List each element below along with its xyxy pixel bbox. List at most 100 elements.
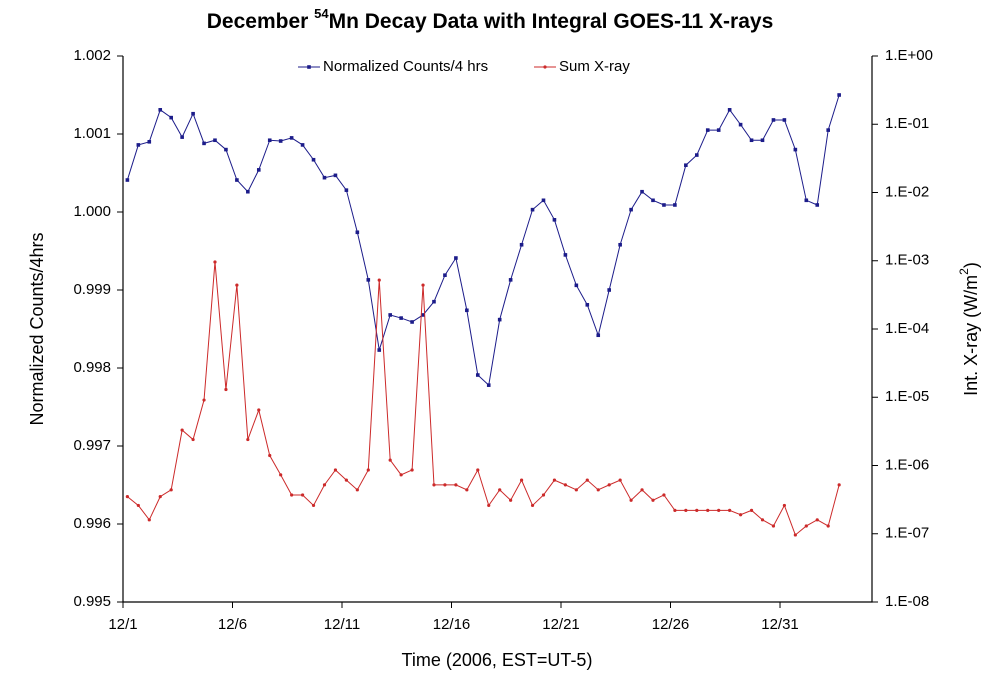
data-point: [694, 153, 699, 157]
data-point: [213, 138, 217, 143]
data-point: [421, 313, 425, 317]
data-point: [509, 498, 513, 502]
data-point: [815, 518, 819, 522]
legend-marker: [543, 65, 547, 69]
title-superscript: 54: [314, 6, 329, 21]
data-point: [256, 168, 261, 172]
data-point: [366, 278, 371, 282]
data-point: [716, 128, 721, 132]
chart-title: December 54Mn Decay Data with Integral G…: [207, 6, 774, 32]
x-tick-label: 12/1: [108, 616, 137, 633]
data-point: [684, 163, 688, 167]
legend-label: Sum X-ray: [559, 58, 630, 75]
data-point: [552, 218, 557, 222]
data-point: [826, 524, 830, 528]
data-point: [815, 203, 820, 207]
data-point: [465, 488, 469, 492]
data-point: [651, 498, 655, 502]
data-point: [727, 108, 732, 112]
data-point: [224, 147, 228, 152]
data-point: [267, 138, 272, 143]
legend-marker: [307, 65, 311, 69]
data-point: [443, 483, 447, 487]
data-point: [169, 488, 173, 492]
data-point: [465, 308, 469, 313]
y2-title-prefix: Int. X-ray (W/m: [961, 275, 981, 396]
data-point: [388, 458, 392, 462]
y2-tick-label: 1.E-01: [885, 115, 929, 132]
plot-frame: [122, 56, 873, 603]
data-point: [257, 408, 261, 412]
data-point: [508, 278, 513, 282]
data-point: [235, 283, 239, 287]
data-point: [651, 198, 655, 203]
series-line: [126, 94, 840, 387]
data-point: [519, 478, 524, 482]
y2-tick-label: 1.E-05: [885, 388, 929, 405]
y2-tick-label: 1.E-06: [885, 456, 929, 473]
title-prefix: December: [207, 10, 314, 33]
data-point: [311, 157, 316, 162]
data-point: [695, 508, 699, 512]
data-point: [300, 493, 305, 497]
x-tick-label: 12/26: [652, 616, 690, 633]
data-point: [662, 203, 666, 207]
data-point: [344, 478, 348, 482]
x-tick-label: 12/6: [218, 616, 247, 633]
data-point: [574, 283, 579, 288]
data-point: [290, 493, 294, 497]
series-line: [127, 261, 840, 536]
y2-axis-title: Int. X-ray (W/m2): [957, 262, 981, 396]
data-point: [421, 283, 425, 287]
data-point: [180, 135, 184, 139]
data-point: [399, 316, 403, 320]
data-point: [136, 503, 140, 508]
data-point: [705, 128, 710, 132]
data-point: [443, 273, 447, 277]
data-point: [388, 313, 392, 317]
y-tick-label: 0.997: [73, 437, 111, 454]
data-point: [738, 513, 743, 517]
data-point: [366, 468, 370, 472]
y-tick-label: 0.998: [73, 359, 111, 376]
y-axis-title: Normalized Counts/4hrs: [27, 232, 47, 425]
data-point: [497, 317, 502, 322]
data-point: [333, 468, 338, 472]
data-point: [344, 188, 349, 192]
data-point: [541, 493, 546, 497]
data-point: [454, 483, 458, 487]
data-point: [355, 488, 359, 492]
y-tick-label: 0.995: [73, 593, 111, 610]
data-point: [629, 207, 633, 212]
y2-tick-label: 1.E-02: [885, 183, 929, 200]
data-point: [760, 518, 765, 522]
data-point: [793, 147, 798, 152]
data-point: [607, 288, 611, 292]
data-point: [158, 495, 162, 499]
data-point: [498, 488, 502, 492]
data-point: [706, 508, 710, 512]
data-point: [749, 138, 754, 143]
data-point: [574, 488, 578, 492]
data-point: [322, 175, 327, 180]
data-point: [147, 140, 152, 144]
data-point: [377, 278, 381, 282]
x-tick-label: 12/21: [542, 616, 580, 633]
data-point: [125, 178, 130, 182]
data-point: [563, 483, 567, 487]
data-point: [596, 488, 600, 492]
y2-tick-label: 1.E-03: [885, 252, 929, 269]
data-point: [322, 483, 327, 487]
y2-title-superscript: 2: [957, 268, 971, 275]
data-point: [749, 508, 754, 512]
data-point: [180, 428, 184, 432]
data-point: [355, 230, 360, 235]
data-point: [684, 508, 688, 512]
data-point: [289, 136, 294, 140]
data-point: [202, 141, 206, 146]
data-point: [432, 483, 436, 487]
data-point: [782, 118, 787, 122]
data-point: [585, 303, 590, 307]
title-suffix: Mn Decay Data with Integral GOES-11 X-ra…: [329, 10, 774, 33]
